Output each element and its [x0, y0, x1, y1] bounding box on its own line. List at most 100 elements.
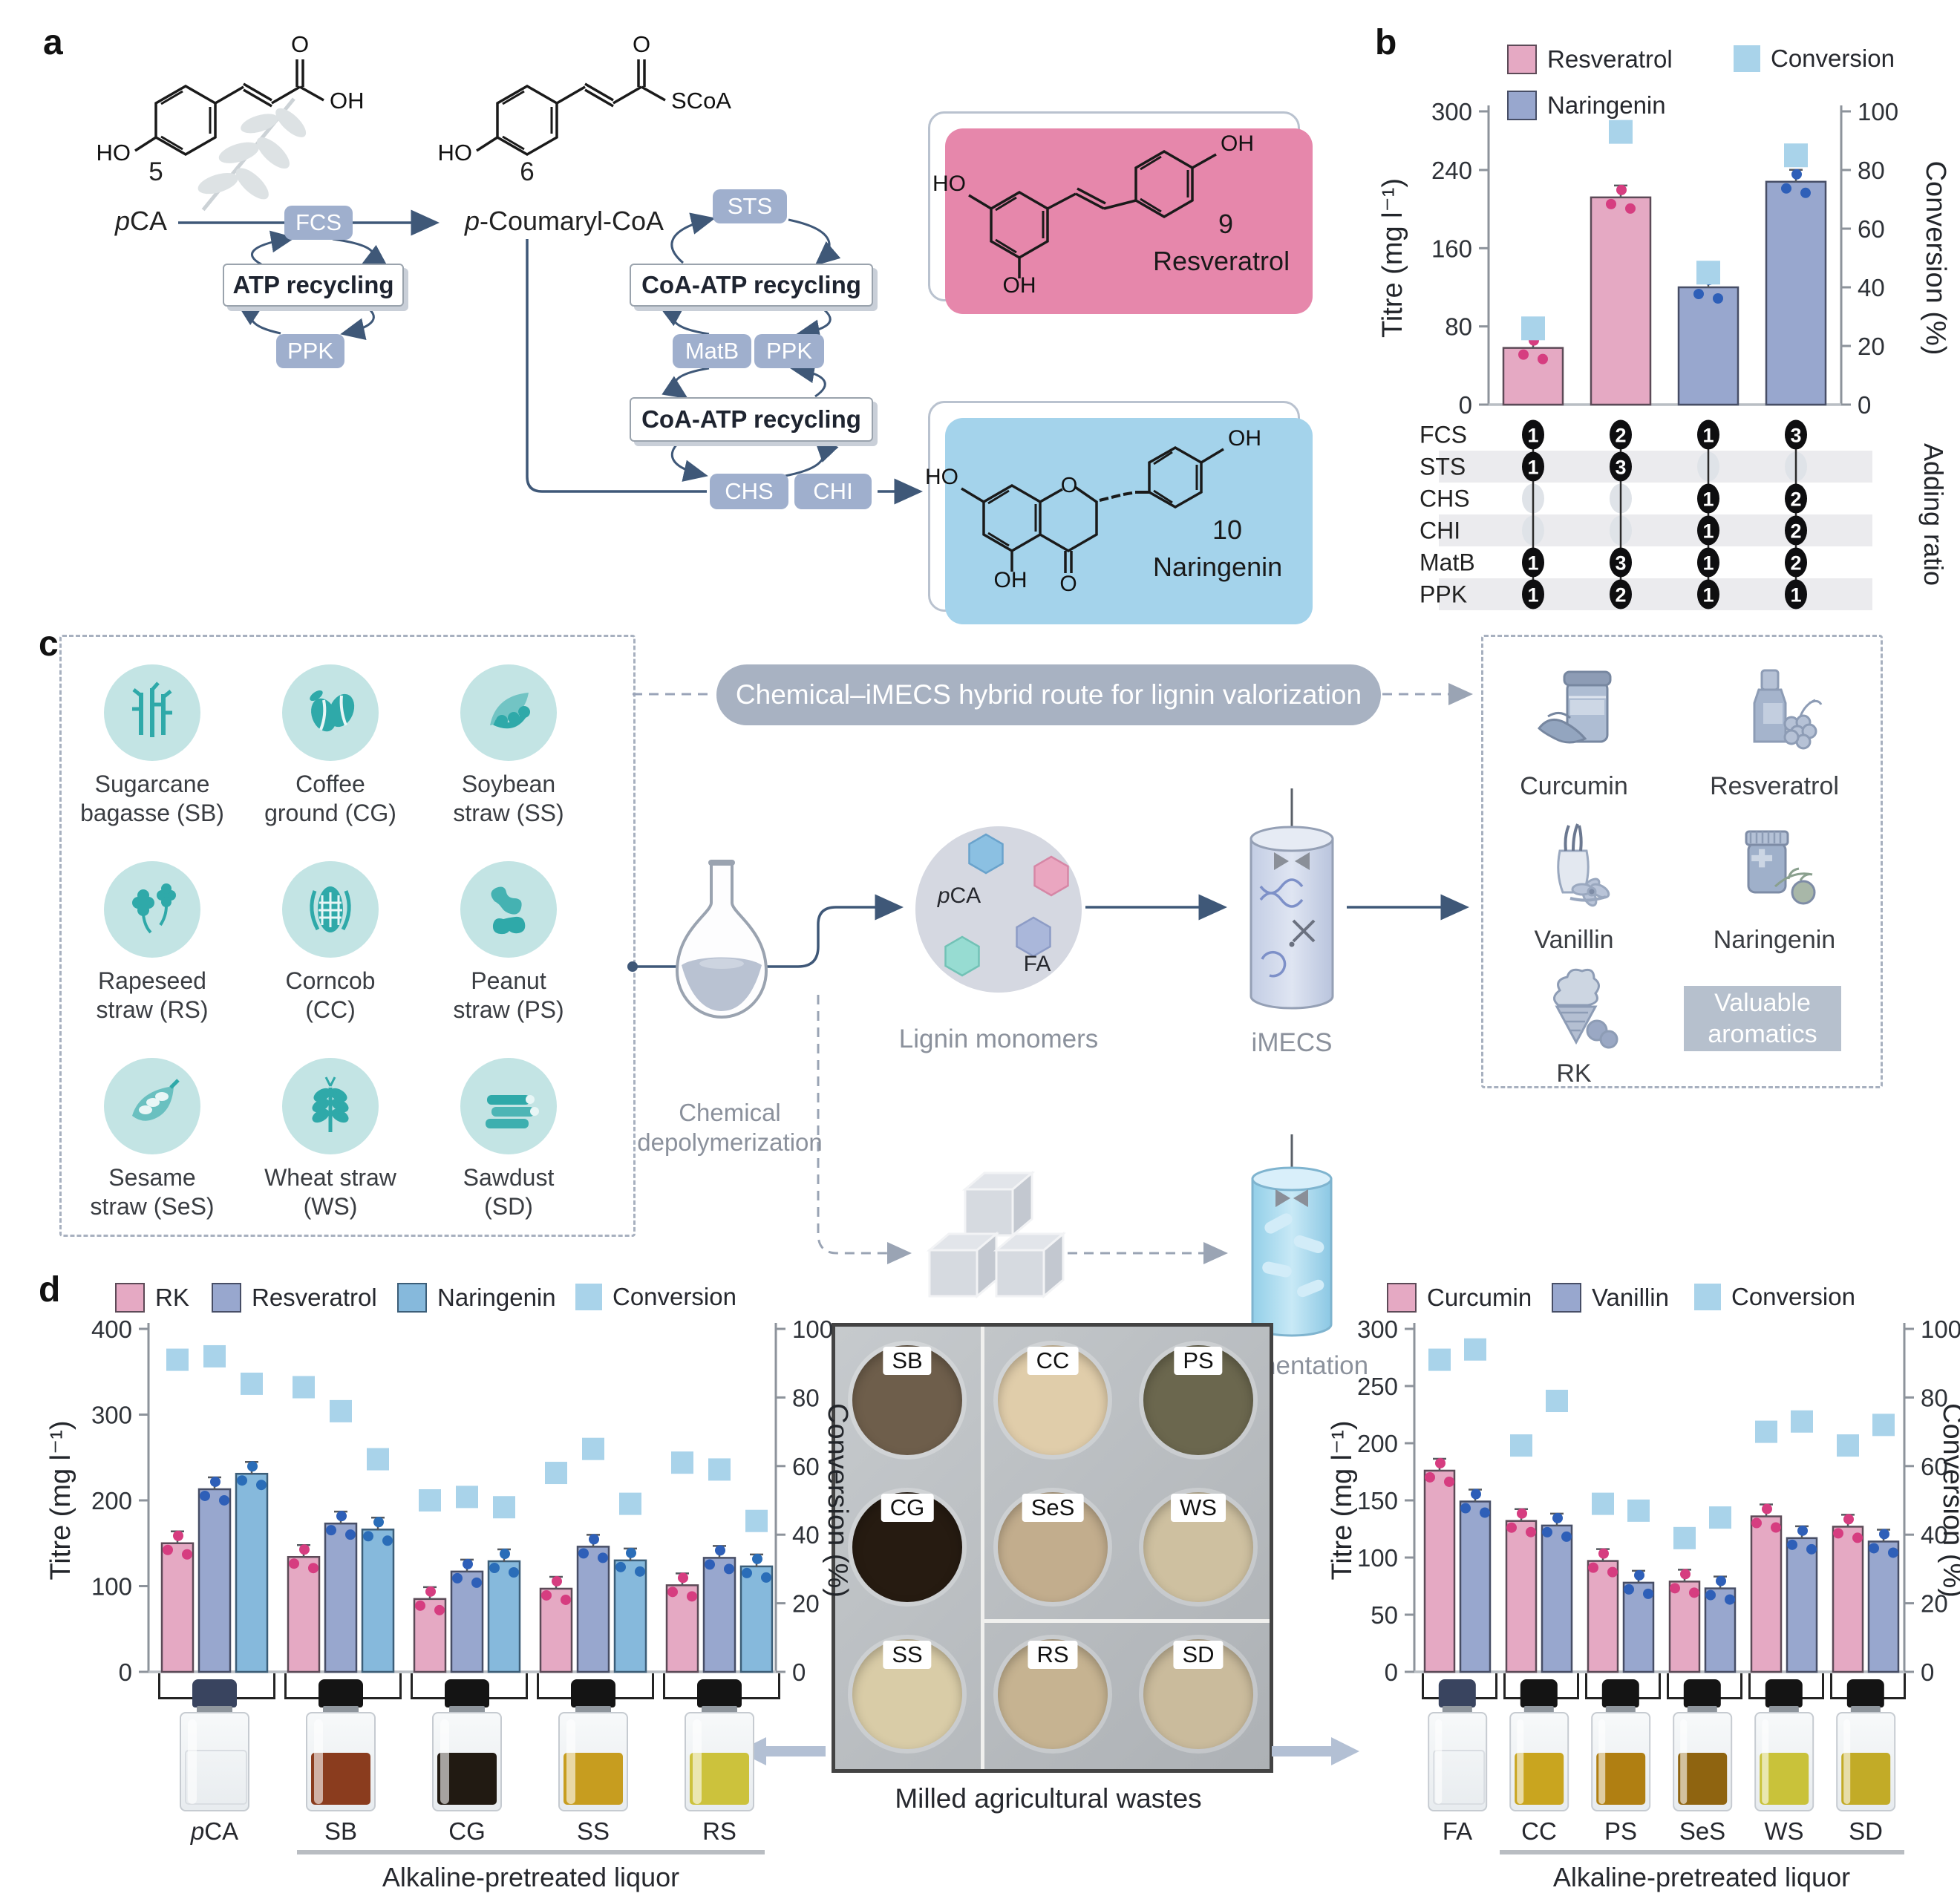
legend-swatch	[1734, 45, 1760, 72]
waste-well-label: CC	[1027, 1347, 1079, 1375]
vial-label: SD	[1849, 1817, 1883, 1845]
svg-text:HO: HO	[932, 171, 966, 196]
legend-label: Resveratrol	[1547, 45, 1673, 73]
svg-text:FCS: FCS	[1420, 422, 1467, 448]
svg-text:300: 300	[91, 1402, 132, 1429]
alkaline-underline-right	[1500, 1850, 1904, 1854]
svg-text:20: 20	[1858, 333, 1885, 360]
coa-atp-recycling-bottom-box: CoA-ATP recycling	[630, 397, 873, 442]
pca-monomer-label: pCA	[937, 883, 981, 908]
legend-swatch	[1552, 1283, 1581, 1313]
legend-label: Vanillin	[1592, 1284, 1669, 1311]
panel-d-left-chart: 0 100 200 300 400 0 20 40 60 80 100 Titre (mg l⁻¹) C…	[45, 1316, 853, 1686]
vial-cap	[445, 1679, 489, 1707]
flask-icon	[675, 860, 768, 1019]
biomass-label: Coffee ground (CG)	[264, 771, 396, 826]
waste-well-label: CG	[881, 1494, 934, 1522]
vial-cap	[1765, 1679, 1803, 1707]
svg-text:Conversion (%): Conversion (%)	[822, 1403, 853, 1598]
alkaline-caption-left: Alkaline-pretreated liquor	[382, 1862, 680, 1892]
legend-label: Naringenin	[1547, 91, 1666, 119]
svg-text:80: 80	[1445, 313, 1472, 341]
lignin-monomers-label: Lignin monomers	[898, 1024, 1099, 1053]
waste-well-label: WS	[1171, 1494, 1226, 1522]
vial-band	[1850, 1706, 1881, 1713]
vial-body	[558, 1712, 628, 1811]
vial-cap	[1438, 1679, 1477, 1707]
svg-text:60: 60	[1858, 215, 1885, 243]
vial-band	[197, 1706, 232, 1713]
vial-WS	[1753, 1679, 1815, 1811]
vial-PS	[1590, 1679, 1652, 1811]
biomass-item-bagasseSB: Sugarcane bagasse (SB)	[56, 664, 249, 828]
svg-text:100: 100	[1858, 98, 1898, 125]
vial-SS	[556, 1679, 630, 1811]
corncob-icon	[282, 861, 379, 958]
peanut-icon	[460, 861, 557, 958]
pill-bottle-icon	[1745, 830, 1816, 905]
legend-swatch	[1507, 45, 1537, 74]
vial-label: SeS	[1679, 1817, 1726, 1845]
products-box	[1481, 635, 1883, 1088]
svg-text:HO: HO	[925, 465, 958, 489]
waste-well-PS: PS	[1143, 1345, 1253, 1455]
vial-label: SS	[576, 1817, 610, 1845]
svg-text:Conversion (%): Conversion (%)	[1920, 161, 1951, 356]
legend-label: Curcumin	[1427, 1284, 1532, 1311]
vial-band	[323, 1706, 359, 1713]
vial-pCA	[177, 1679, 252, 1811]
vial-band	[1605, 1706, 1636, 1713]
biomass-label: Sawdust (SD)	[463, 1164, 555, 1220]
vial-label: CG	[448, 1817, 486, 1845]
vial-FA	[1426, 1679, 1489, 1811]
svg-text:1: 1	[1527, 425, 1538, 447]
biomass-item-SD: Sawdust (SD)	[412, 1058, 605, 1221]
vial-band	[1523, 1706, 1555, 1713]
svg-text:2: 2	[1790, 552, 1801, 575]
biomass-item-strawSS: Soybean straw (SS)	[412, 664, 605, 828]
enzyme-matb: MatB	[673, 334, 751, 368]
legend-label: Resveratrol	[252, 1284, 377, 1311]
svg-text:50: 50	[1371, 1601, 1398, 1629]
svg-text:3: 3	[1790, 425, 1801, 447]
coffee-icon	[310, 690, 355, 732]
compound6-number: 6	[520, 157, 535, 186]
svg-text:300: 300	[1357, 1316, 1398, 1343]
vial-label: FA	[1442, 1817, 1473, 1845]
waste-well-CG: CG	[852, 1492, 962, 1602]
vial-shine	[1679, 1719, 1688, 1805]
waste-well-SD: SD	[1143, 1639, 1253, 1749]
svg-text:O: O	[1059, 572, 1077, 596]
vial-shine	[1843, 1719, 1851, 1805]
product-label: Naringenin	[1713, 926, 1836, 954]
legend-item-curcumin: Curcumin	[1387, 1283, 1532, 1313]
svg-text:OH: OH	[330, 88, 365, 114]
svg-text:100: 100	[792, 1316, 833, 1343]
sesame-icon	[132, 1079, 180, 1121]
legend-label: Conversion	[612, 1283, 736, 1310]
waste-well-SeS: SeS	[998, 1492, 1108, 1602]
svg-text:OH: OH	[1221, 131, 1254, 156]
svg-text:1: 1	[1790, 584, 1801, 607]
vial-shine	[440, 1719, 449, 1805]
structure-pca: O OH HO	[97, 31, 365, 166]
vial-shine	[1761, 1719, 1769, 1805]
svg-text:1: 1	[1702, 520, 1714, 543]
enzyme-fcs: FCS	[284, 206, 353, 240]
waste-well-CC: CC	[998, 1345, 1108, 1455]
vial-body	[1673, 1712, 1732, 1811]
legend-item-naringenin: Naringenin	[397, 1283, 556, 1313]
panel-d-label: d	[39, 1270, 61, 1310]
vial-liquid	[1432, 1749, 1486, 1805]
vial-shine	[1516, 1719, 1524, 1805]
biomass-label: Sesame straw (SeS)	[90, 1164, 215, 1220]
curcumin-jar-icon	[1538, 670, 1612, 744]
wheat-icon	[282, 1058, 379, 1154]
svg-text:20: 20	[1921, 1590, 1948, 1618]
product-item-curcumin: Curcumin	[1474, 664, 1674, 801]
vial-label: SB	[324, 1817, 358, 1845]
enzyme-ppk: PPK	[276, 334, 344, 368]
vial-SD	[1835, 1679, 1897, 1811]
legend-swatch	[212, 1283, 241, 1313]
svg-text:1: 1	[1527, 584, 1538, 607]
